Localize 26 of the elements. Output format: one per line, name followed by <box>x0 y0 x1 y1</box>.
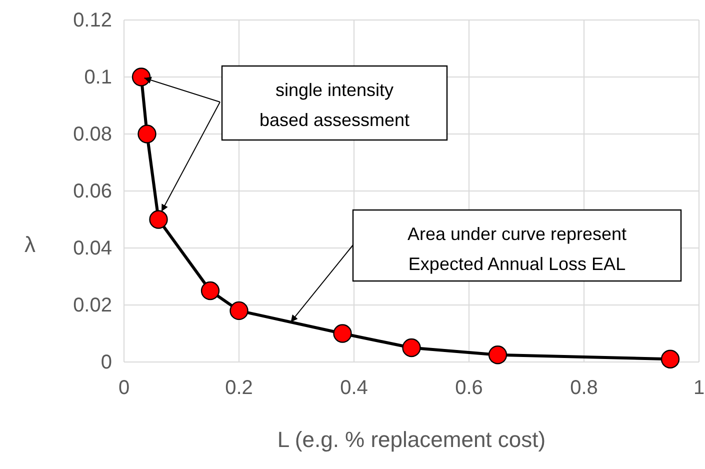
point <box>488 346 508 364</box>
point <box>132 68 151 86</box>
x-axis-title: L (e.g. % replacement cost) <box>277 427 546 452</box>
annotation: single intensity based assessment <box>259 80 410 130</box>
y-tick-label: 0.1 <box>84 66 112 88</box>
y-tick-label: 0.12 <box>73 9 112 32</box>
point <box>200 281 220 300</box>
x-tick-label: 0.2 <box>225 377 253 400</box>
y-axis-title: λ <box>24 232 36 257</box>
x-tick-label: 0 <box>118 377 130 400</box>
x-tick-label: 1 <box>693 377 705 400</box>
x-tick-label: 0.4 <box>340 377 368 400</box>
y-tick-label: 0.02 <box>73 294 112 316</box>
point <box>660 350 680 368</box>
y-tick-label: 0.04 <box>73 237 112 260</box>
point <box>333 324 352 343</box>
point <box>402 338 421 358</box>
point <box>149 210 168 229</box>
y-tick-label: 0 <box>100 351 112 374</box>
y-tick-label: 0.06 <box>73 180 112 202</box>
x-tick-label: 0.6 <box>455 377 483 400</box>
annotation: Area under curve represent Expected Annual Loss EAL <box>407 224 627 274</box>
y-tick-label: 0.08 <box>73 123 112 146</box>
x-tick-label: 0.8 <box>570 377 598 400</box>
point <box>138 124 156 144</box>
point <box>230 301 248 320</box>
